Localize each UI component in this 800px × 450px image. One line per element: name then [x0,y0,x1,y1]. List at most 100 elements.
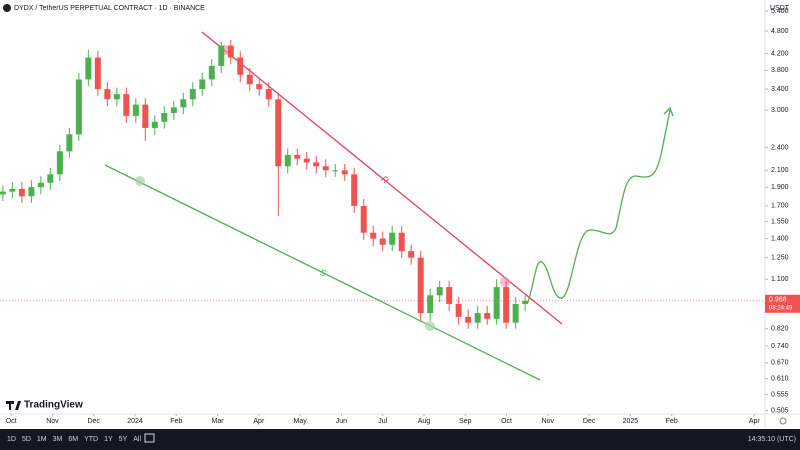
x-tick-label: Dec [583,418,596,425]
x-tick-label: Jun [336,418,347,425]
y-tick-label: 1.100 [771,276,789,283]
candle-body [284,154,291,167]
x-tick-label: Jul [378,418,387,425]
range-button[interactable]: 5Y [119,436,128,443]
y-tick-label: 0.610 [771,375,789,382]
range-button[interactable]: YTD [84,436,98,443]
x-tick-label: Oct [501,418,512,425]
candle-body [180,99,187,108]
x-tick-label: Dec [87,418,100,425]
clock: 14:35:10 (UTC) [748,436,796,443]
candle-body [417,257,424,314]
candle-body [9,188,16,192]
candle-body [427,295,434,314]
range-button[interactable]: 1Y [104,436,113,443]
support-label: S [318,267,328,279]
candle-body [351,174,358,206]
logo: TradingView [6,400,83,411]
range-button[interactable]: 6M [68,436,78,443]
y-tick-label: 1.700 [771,203,789,210]
y-tick-label: 4.200 [771,50,789,57]
candle-body [474,313,481,323]
x-tick-label: Sep [459,418,472,425]
candle-body [85,57,92,80]
symbol-icon [3,4,11,12]
candle-body [408,251,415,258]
x-tick-label: Oct [6,418,17,425]
y-tick-label: 0.555 [771,391,789,398]
x-tick-label: Nov [542,418,555,425]
currency: USDT [770,5,790,12]
y-tick-label: 0.670 [771,360,789,367]
range-button[interactable]: 3M [53,436,63,443]
candle-body [303,158,310,163]
range-button[interactable]: 1D [7,436,16,443]
candle-body [189,89,196,100]
candle-body [398,232,405,252]
range-button[interactable]: All [133,436,141,443]
candle-body [522,300,529,304]
last-price-label: 0.968 [769,297,787,304]
brand: TradingView [24,400,83,411]
support-line [104,164,541,381]
touch-point [500,277,510,287]
toolbar-items: 14:35:10 (UTC) 1D 5D 1M 3M 6M YTD 1Y 5Y All [7,436,796,443]
projection-arrow [663,106,674,117]
candle-body [493,287,500,319]
candle-body [208,65,215,80]
candle-body [113,94,120,100]
x-tick-label: Mar [212,418,225,425]
calendar-icon[interactable] [144,433,155,443]
x-tick-label: Aug [418,418,431,425]
y-tick-label: 1.250 [771,255,789,262]
range-button[interactable]: 1M [37,436,47,443]
projection-path [527,109,671,303]
candle-body [237,57,244,75]
touch-point [135,176,145,186]
candle-body [256,84,263,90]
x-tick-label: Apr [749,418,761,425]
candle-body [227,45,234,58]
candle-body [18,188,25,197]
resistance-line [201,31,563,325]
candle-body [455,303,462,317]
y-tick-label: 1.550 [771,218,789,225]
clock-icon [779,417,787,425]
chart-title: DYDX / TetherUS PERPETUAL CONTRACT · 1D … [14,5,205,12]
x-tick-label: 2024 [127,418,143,425]
candle-body [218,45,225,66]
candle-body [28,187,35,197]
candle-body [170,107,177,113]
y-tick-label: 0.820 [771,326,789,333]
candle-body [47,174,54,183]
candle-body [123,94,130,116]
y-tick-label: 3.400 [771,86,789,93]
candle-body [341,170,348,175]
resistance-label: R [379,174,391,186]
y-tick-label: 3.000 [771,107,789,114]
candle-body [465,316,472,323]
x-tick-label: Nov [46,418,59,425]
range-button[interactable]: 5D [22,436,31,443]
candle-body [436,287,443,296]
countdown: 08:24:49 [769,305,793,311]
candle-body [104,89,111,100]
candle-body [94,57,101,90]
candle-body [199,79,206,90]
y-tick-label: 0.740 [771,343,789,350]
candle-body [0,191,6,195]
candle-body [512,303,519,323]
x-tick-label: May [294,418,308,425]
y-tick-label: 0.505 [771,407,789,414]
candle-body [360,205,367,233]
candle-body [265,89,272,100]
candle-body [294,154,301,159]
candle-body [75,79,82,135]
x-tick-label: 2025 [623,418,639,425]
candle-body [446,287,453,304]
candle-body [37,182,44,188]
x-tick-label: Feb [170,418,182,425]
candle-body [142,104,149,128]
